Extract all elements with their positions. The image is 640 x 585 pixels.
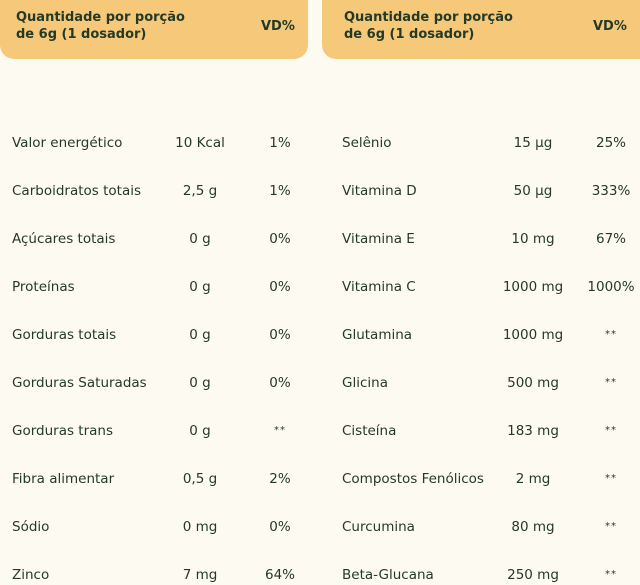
nutrient-amount: 0 g — [189, 327, 211, 343]
nutrient-vd: 1000% — [587, 279, 635, 295]
table-row: Fibra alimentar 0,5 g 2% — [0, 469, 308, 489]
table-row: Açúcares totais 0 g 0% — [0, 229, 308, 249]
nutrient-vd: 0% — [269, 375, 291, 391]
nutrient-name: Vitamina D — [342, 183, 417, 199]
nutrient-name: Vitamina C — [342, 279, 416, 295]
nutrient-vd: 0% — [269, 231, 291, 247]
nutrient-name: Glutamina — [342, 327, 413, 343]
nutrient-vd: 1% — [269, 135, 291, 151]
nutrient-amount: 2 mg — [515, 471, 551, 487]
nutrient-name: Sódio — [12, 519, 50, 535]
table-row: Sódio 0 mg 0% — [0, 517, 308, 537]
nutrient-name: Carboidratos totais — [12, 183, 142, 199]
nutrient-amount: 80 mg — [511, 519, 555, 535]
nutrient-name: Zinco — [12, 567, 50, 583]
nutrient-amount: 0 mg — [182, 519, 218, 535]
nutrient-amount: 250 mg — [507, 567, 559, 583]
nutrient-name: Proteínas — [12, 279, 75, 295]
nutrient-amount: 183 mg — [507, 423, 559, 439]
table-row: Gorduras totais 0 g 0% — [0, 325, 308, 345]
nutrient-vd: ** — [605, 569, 617, 580]
nutrient-amount: 10 Kcal — [175, 135, 225, 151]
nutrient-vd: ** — [274, 425, 286, 436]
header-vd-label: VD% — [593, 19, 627, 34]
table-header: Quantidade por porção de 6g (1 dosador) … — [322, 0, 640, 59]
nutrient-vd: ** — [605, 377, 617, 388]
nutrient-vd: 0% — [269, 519, 291, 535]
nutrient-vd: 25% — [595, 135, 626, 151]
nutrient-name: Glicina — [342, 375, 388, 391]
nutrient-vd: 64% — [264, 567, 295, 583]
nutrient-name: Curcumina — [342, 519, 415, 535]
table-row: Vitamina C 1000 mg 1000% — [322, 277, 640, 297]
table-row: Valor energético 10 Kcal 1% — [0, 133, 308, 153]
table-row: Compostos Fenólicos 2 mg ** — [322, 469, 640, 489]
nutrient-name: Fibra alimentar — [12, 471, 115, 487]
header-title-line2: de 6g (1 dosador) — [344, 27, 475, 42]
nutrient-amount: 10 mg — [511, 231, 555, 247]
nutrient-vd: 1% — [269, 183, 291, 199]
nutrient-amount: 7 mg — [182, 567, 218, 583]
nutrient-amount: 0 g — [189, 423, 211, 439]
header-title-line2: de 6g (1 dosador) — [16, 27, 147, 42]
nutrient-vd: 0% — [269, 327, 291, 343]
nutrition-table-left: Quantidade por porção de 6g (1 dosador) … — [0, 0, 308, 583]
table-row: Gorduras trans 0 g ** — [0, 421, 308, 441]
nutrient-amount: 0 g — [189, 375, 211, 391]
nutrient-name: Cisteína — [342, 423, 397, 439]
header-title-line1: Quantidade por porção — [344, 10, 513, 25]
header-serving-label: Quantidade por porção de 6g (1 dosador) — [16, 9, 216, 43]
table-row: Curcumina 80 mg ** — [322, 517, 640, 537]
nutrient-name: Gorduras Saturadas — [12, 375, 147, 391]
nutrient-amount: 2,5 g — [182, 183, 218, 199]
nutrient-amount: 0 g — [189, 231, 211, 247]
table-row: Beta-Glucana 250 mg ** — [322, 565, 640, 585]
table-row: Carboidratos totais 2,5 g 1% — [0, 181, 308, 201]
nutrient-name: Açúcares totais — [12, 231, 116, 247]
nutrient-vd: 0% — [269, 279, 291, 295]
nutrient-vd: ** — [605, 521, 617, 532]
table-row: Glutamina 1000 mg ** — [322, 325, 640, 345]
table-row: Vitamina E 10 mg 67% — [322, 229, 640, 249]
table-row: Gorduras Saturadas 0 g 0% — [0, 373, 308, 393]
nutrient-amount: 1000 mg — [502, 327, 564, 343]
nutrient-vd: 2% — [269, 471, 291, 487]
header-title-line1: Quantidade por porção — [16, 10, 185, 25]
table-row: Vitamina D 50 µg 333% — [322, 181, 640, 201]
nutrient-name: Selênio — [342, 135, 392, 151]
nutrient-name: Vitamina E — [342, 231, 415, 247]
table-row: Proteínas 0 g 0% — [0, 277, 308, 297]
nutrient-name: Gorduras totais — [12, 327, 117, 343]
nutrient-name: Gorduras trans — [12, 423, 114, 439]
table-row: Selênio 15 µg 25% — [322, 133, 640, 153]
nutrient-vd: ** — [605, 473, 617, 484]
nutrient-vd: 67% — [595, 231, 626, 247]
table-row: Cisteína 183 mg ** — [322, 421, 640, 441]
nutrient-amount: 15 µg — [513, 135, 553, 151]
nutrient-amount: 1000 mg — [502, 279, 564, 295]
nutrient-amount: 500 mg — [507, 375, 559, 391]
nutrient-name: Beta-Glucana — [342, 567, 434, 583]
nutrient-name: Compostos Fenólicos — [342, 471, 484, 487]
table-row: Zinco 7 mg 64% — [0, 565, 308, 585]
nutrient-amount: 0 g — [189, 279, 211, 295]
nutrient-vd: ** — [605, 425, 617, 436]
header-vd-label: VD% — [261, 19, 295, 34]
table-row: Glicina 500 mg ** — [322, 373, 640, 393]
nutrient-amount: 0,5 g — [182, 471, 218, 487]
table-header: Quantidade por porção de 6g (1 dosador) … — [0, 0, 308, 59]
nutrient-vd: ** — [605, 329, 617, 340]
nutrient-amount: 50 µg — [513, 183, 553, 199]
nutrition-table-right: Quantidade por porção de 6g (1 dosador) … — [322, 0, 640, 583]
nutrient-vd: 333% — [591, 183, 631, 199]
nutrient-name: Valor energético — [12, 135, 123, 151]
header-serving-label: Quantidade por porção de 6g (1 dosador) — [344, 9, 544, 43]
